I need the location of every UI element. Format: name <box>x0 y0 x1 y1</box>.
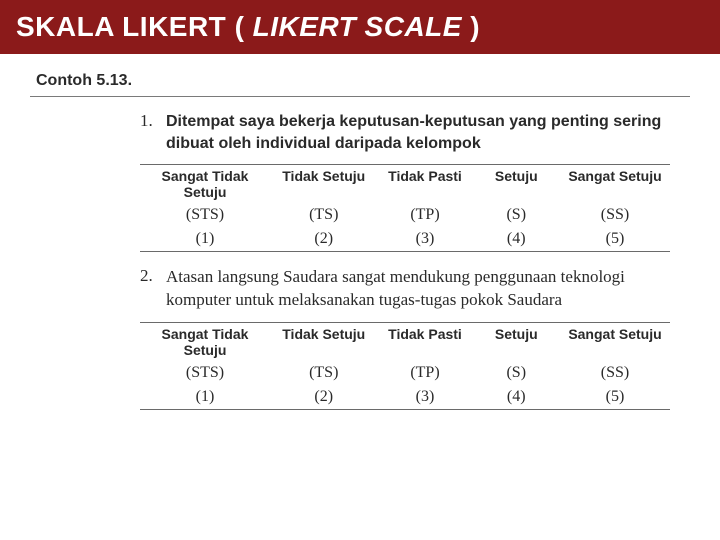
question-number: 1. <box>140 111 166 154</box>
scale-code: (TP) <box>378 206 473 224</box>
example-label: Contoh 5.13. <box>36 72 690 90</box>
likert-scale-table: Sangat Tidak Setuju Tidak Setuju Tidak P… <box>140 322 670 410</box>
scale-code: (STS) <box>140 206 270 224</box>
scale-code: (S) <box>476 364 556 382</box>
scale-code: (S) <box>476 206 556 224</box>
question-text: Ditempat saya bekerja keputusan-keputusa… <box>166 111 690 154</box>
scale-label: Sangat Tidak Setuju <box>140 168 270 200</box>
slide-header: SKALA LIKERT ( LIKERT SCALE ) <box>0 0 720 54</box>
scale-label: Sangat Tidak Setuju <box>140 326 270 358</box>
likert-scale-table: Sangat Tidak Setuju Tidak Setuju Tidak P… <box>140 164 670 252</box>
scale-label: Setuju <box>476 326 556 358</box>
question-row: 2. Atasan langsung Saudara sangat menduk… <box>30 266 690 312</box>
divider <box>30 96 690 97</box>
scale-label: Sangat Setuju <box>560 168 670 200</box>
scale-label: Tidak Pasti <box>378 326 473 358</box>
scale-value: (3) <box>378 230 473 248</box>
scale-label: Sangat Setuju <box>560 326 670 358</box>
title-italic: LIKERT SCALE <box>253 11 462 42</box>
scale-labels-row: Sangat Tidak Setuju Tidak Setuju Tidak P… <box>140 323 670 361</box>
slide-title: SKALA LIKERT ( LIKERT SCALE ) <box>16 11 480 43</box>
scale-label: Tidak Setuju <box>274 326 374 358</box>
table-rule <box>140 409 670 410</box>
title-end: ) <box>462 11 480 42</box>
scale-value: (2) <box>274 230 374 248</box>
question-block: 1. Ditempat saya bekerja keputusan-keput… <box>30 111 690 252</box>
question-text: Atasan langsung Saudara sangat mendukung… <box>166 266 690 312</box>
scale-code: (SS) <box>560 206 670 224</box>
scale-value: (4) <box>476 388 556 406</box>
scale-value: (1) <box>140 388 270 406</box>
scale-value: (3) <box>378 388 473 406</box>
question-number: 2. <box>140 266 166 312</box>
scale-values-row: (1) (2) (3) (4) (5) <box>140 227 670 251</box>
scale-value: (2) <box>274 388 374 406</box>
scale-label: Tidak Setuju <box>274 168 374 200</box>
scale-value: (1) <box>140 230 270 248</box>
question-block: 2. Atasan langsung Saudara sangat menduk… <box>30 266 690 410</box>
content-area: Contoh 5.13. 1. Ditempat saya bekerja ke… <box>0 54 720 410</box>
scale-value: (4) <box>476 230 556 248</box>
scale-value: (5) <box>560 230 670 248</box>
scale-labels-row: Sangat Tidak Setuju Tidak Setuju Tidak P… <box>140 165 670 203</box>
scale-value: (5) <box>560 388 670 406</box>
scale-label: Setuju <box>476 168 556 200</box>
scale-codes-row: (STS) (TS) (TP) (S) (SS) <box>140 203 670 227</box>
scale-code: (TS) <box>274 206 374 224</box>
scale-label: Tidak Pasti <box>378 168 473 200</box>
scale-code: (TP) <box>378 364 473 382</box>
question-row: 1. Ditempat saya bekerja keputusan-keput… <box>30 111 690 154</box>
scale-values-row: (1) (2) (3) (4) (5) <box>140 385 670 409</box>
scale-code: (SS) <box>560 364 670 382</box>
table-rule <box>140 251 670 252</box>
scale-codes-row: (STS) (TS) (TP) (S) (SS) <box>140 361 670 385</box>
title-plain: SKALA LIKERT ( <box>16 11 253 42</box>
scale-code: (TS) <box>274 364 374 382</box>
scale-code: (STS) <box>140 364 270 382</box>
